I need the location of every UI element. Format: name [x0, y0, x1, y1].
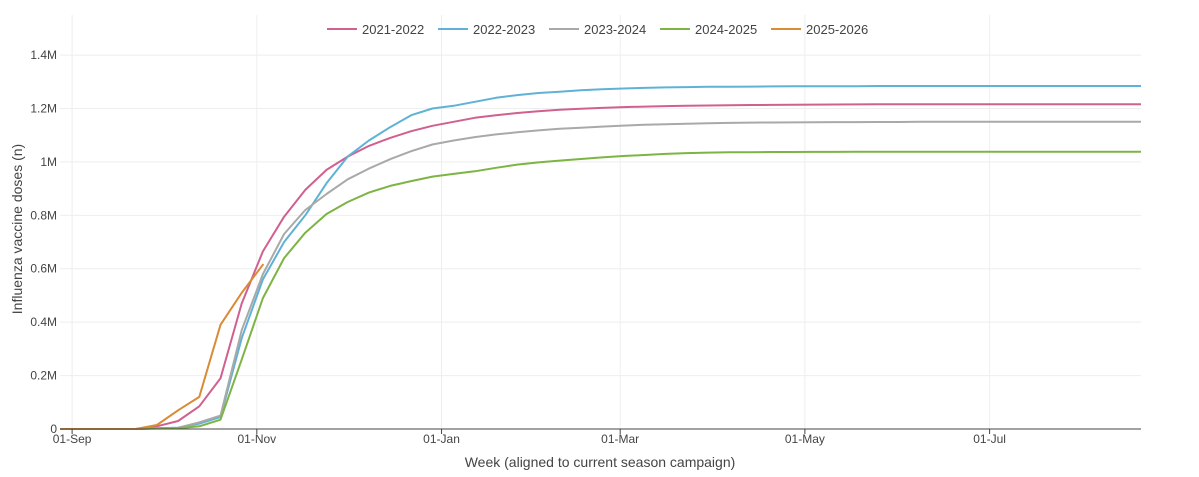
- x-axis-title: Week (aligned to current season campaign…: [465, 454, 736, 470]
- series-lines: [60, 85, 1141, 430]
- legend-item-2022-2023[interactable]: 2022-2023: [438, 22, 535, 37]
- legend-label: 2022-2023: [473, 22, 535, 37]
- x-tick-label: 01-May: [785, 432, 825, 446]
- legend-label: 2025-2026: [806, 22, 868, 37]
- legend-label: 2021-2022: [362, 22, 424, 37]
- x-tick-label: 01-Jul: [973, 432, 1006, 446]
- legend-label: 2023-2024: [584, 22, 646, 37]
- series-line-2021-2022: [60, 103, 1141, 430]
- series-line-2024-2025: [60, 150, 1141, 430]
- legend: 2021-2022 2022-2023 2023-2024 2024-2025 2025…: [327, 22, 868, 37]
- y-axis-title: Influenza vaccine doses (n): [9, 144, 25, 314]
- y-tick-label: 1.4M: [30, 48, 57, 62]
- legend-item-2023-2024[interactable]: 2023-2024: [549, 22, 646, 37]
- series-line-2023-2024: [60, 120, 1141, 430]
- series-line-2022-2023: [60, 85, 1141, 430]
- y-axis-ticks: 0 0.2M 0.4M 0.6M 0.8M 1M 1.2M 1.4M: [30, 48, 57, 436]
- x-tick-label: 01-Mar: [601, 432, 639, 446]
- y-tick-label: 1M: [40, 155, 57, 169]
- legend-item-2025-2026[interactable]: 2025-2026: [771, 22, 868, 37]
- gridlines: [60, 15, 1141, 429]
- x-tick-label: 01-Jan: [423, 432, 460, 446]
- x-axis-ticks: 01-Sep 01-Nov 01-Jan 01-Mar 01-May 01-Jul: [53, 429, 1006, 446]
- x-tick-label: 01-Sep: [53, 432, 92, 446]
- legend-label: 2024-2025: [695, 22, 757, 37]
- legend-item-2021-2022[interactable]: 2021-2022: [327, 22, 424, 37]
- y-tick-label: 0.2M: [30, 369, 57, 383]
- y-tick-label: 0: [50, 422, 57, 436]
- y-tick-label: 0.4M: [30, 315, 57, 329]
- y-tick-label: 1.2M: [30, 101, 57, 115]
- x-tick-label: 01-Nov: [237, 432, 276, 446]
- series-line-2025-2026: [60, 263, 264, 430]
- legend-item-2024-2025[interactable]: 2024-2025: [660, 22, 757, 37]
- y-tick-label: 0.8M: [30, 208, 57, 222]
- y-tick-label: 0.6M: [30, 262, 57, 276]
